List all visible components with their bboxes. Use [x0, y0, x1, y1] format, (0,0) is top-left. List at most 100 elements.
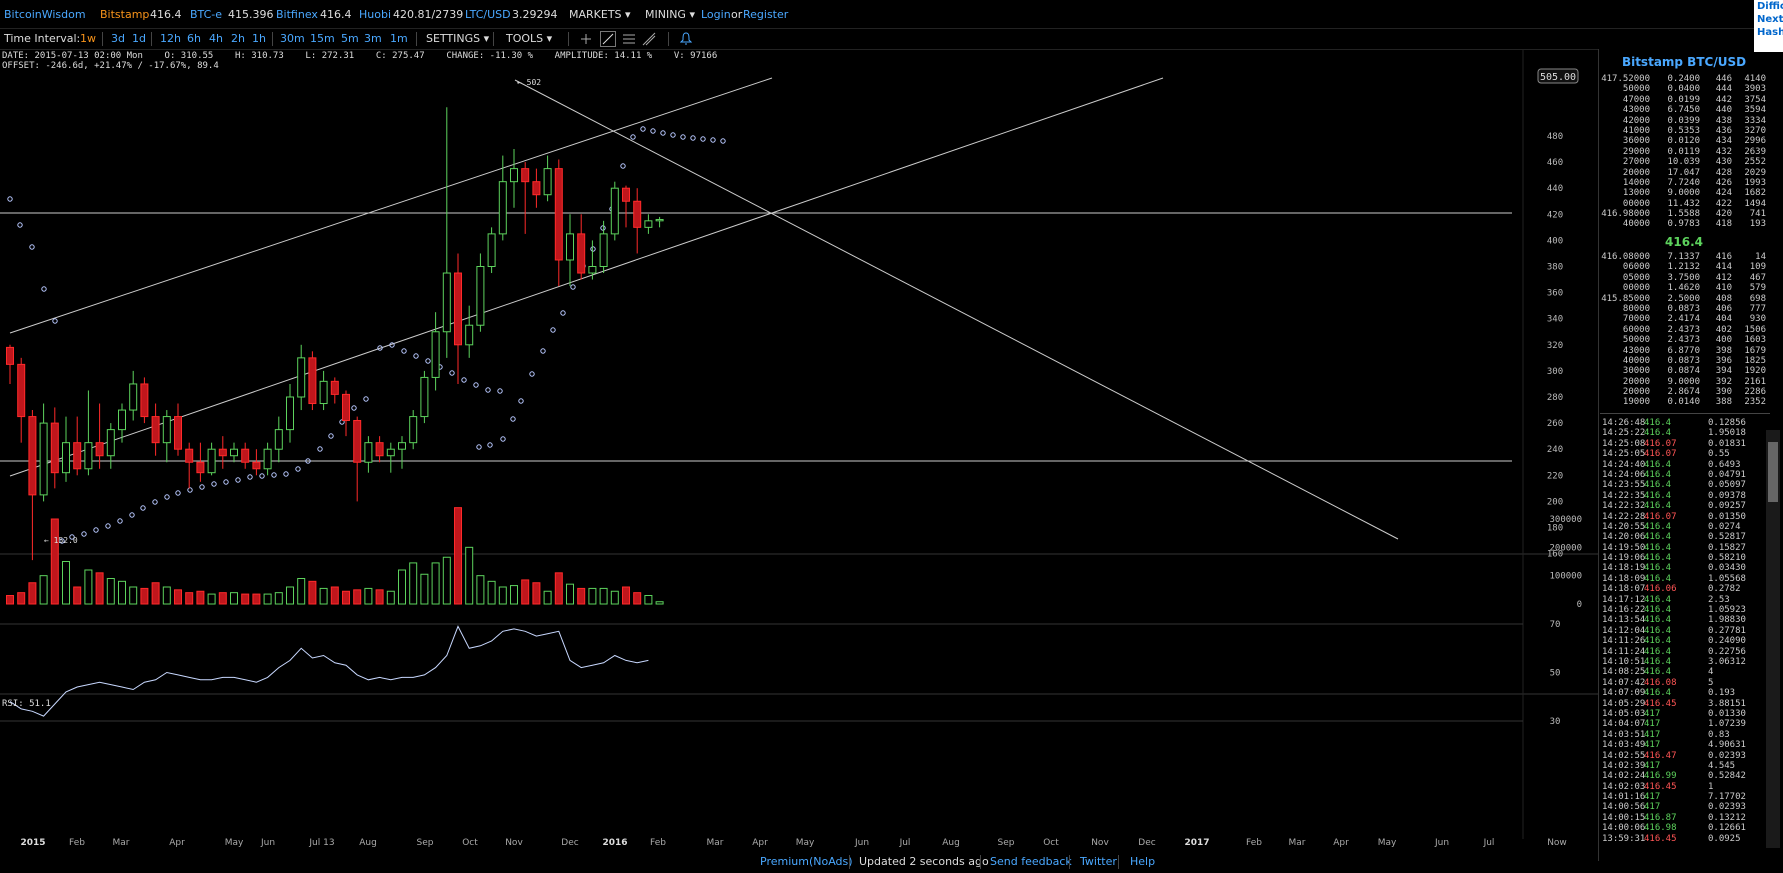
sar-dot [590, 246, 596, 252]
mining-menu[interactable]: MINING ▾ [645, 8, 695, 21]
volume-bar [252, 593, 261, 605]
bids-cell: 20000 [1622, 376, 1650, 387]
interval-2h[interactable]: 2h [231, 32, 245, 45]
settings-menu[interactable]: SETTINGS ▾ [426, 32, 490, 45]
trade-row: 14:02:39 417 4.545 [1602, 761, 1770, 771]
sar-dot [363, 396, 369, 402]
asks-cell: 00000 [1622, 198, 1650, 209]
feedback-link[interactable]: Send feedback [990, 855, 1072, 868]
trade-row: 14:23:55 416.4 0.05097 [1602, 480, 1770, 490]
trade-row: 14:03:51 417 0.83 [1602, 730, 1770, 740]
trade-row: 14:13:54 416.4 1.98830 [1602, 615, 1770, 625]
interval-5m[interactable]: 5m [341, 32, 359, 45]
candle-body [218, 448, 227, 457]
trade-row: 14:02:03 416.45 1 [1602, 782, 1770, 792]
asks-cell: 10.039 [1667, 157, 1700, 168]
alert-bell-icon[interactable] [680, 32, 692, 46]
bids-cell: 414 [1715, 262, 1732, 273]
volume-bar [420, 573, 429, 605]
register-link[interactable]: Register [743, 8, 789, 21]
ticker-name-ltcusd[interactable]: LTC/USD [465, 8, 511, 21]
trade-time: 14:08:25 [1602, 667, 1646, 678]
trade-price: 416.4 [1644, 501, 1672, 512]
ticker-name-huobi[interactable]: Huobi [359, 8, 392, 21]
login-link[interactable]: Login [701, 8, 731, 21]
interval-6h[interactable]: 6h [187, 32, 201, 45]
orderbook-title: Bitstamp BTC/USD [1621, 55, 1747, 69]
trade-amount: 0.6493 [1708, 459, 1741, 470]
trade-row: 14:22:28 416.07 0.01350 [1602, 512, 1770, 522]
trade-time: 14:18:19 [1602, 563, 1646, 574]
trades-scrollbar[interactable] [1766, 430, 1780, 848]
markets-menu[interactable]: MARKETS ▾ [569, 8, 631, 21]
interval-3m[interactable]: 3m [364, 32, 382, 45]
trade-price: 416.07 [1644, 449, 1677, 460]
bids-row: 30000 0.0874 394 1920 [1598, 366, 1770, 376]
horizontal-lines-icon[interactable] [622, 32, 636, 46]
candle-body [622, 187, 630, 202]
interval-1h[interactable]: 1h [252, 32, 266, 45]
bids-cell: 777 [1749, 303, 1766, 314]
twitter-link[interactable]: Twitter [1080, 855, 1117, 868]
volume-tick-label: 300000 [1549, 515, 1582, 525]
fib-tool-icon[interactable] [642, 32, 656, 46]
interval-1d[interactable]: 1d [132, 32, 146, 45]
trade-amount: 3.88151 [1708, 698, 1746, 709]
trade-time: 14:18:09 [1602, 573, 1646, 584]
footer: Premium(NoAds) Updated 2 seconds ago Sen… [0, 851, 1783, 873]
volume-bar [622, 586, 630, 605]
interval-1w[interactable]: 1w [80, 32, 96, 45]
sar-dot [690, 135, 696, 141]
trade-time: 14:05:29 [1602, 698, 1646, 709]
trade-row: 14:18:09 416.4 1.05568 [1602, 574, 1770, 584]
bids-cell: 404 [1715, 314, 1732, 325]
x-axis-label: Dec [1138, 838, 1155, 848]
asks-cell: 7.7240 [1667, 177, 1700, 188]
sar-dot [105, 523, 111, 529]
interval-30m[interactable]: 30m [280, 32, 305, 45]
trade-amount: 5 [1708, 677, 1714, 688]
price-chart[interactable]: 4804604404204003803603403203002802602402… [0, 49, 1598, 851]
sar-dot [485, 387, 491, 393]
premium-link[interactable]: Premium(NoAds) [760, 855, 853, 868]
bids-cell: 0.0873 [1667, 303, 1700, 314]
trade-row: 14:19:06 416.4 0.58210 [1602, 553, 1770, 563]
trade-price: 417 [1644, 792, 1661, 803]
x-axis-label: Sep [417, 838, 434, 848]
volume-bar [308, 580, 317, 605]
ticker-name-bitfinex[interactable]: Bitfinex [276, 8, 318, 21]
volume-bar [162, 586, 171, 605]
ticker-name-btce[interactable]: BTC-e [190, 8, 223, 21]
market-depth-panel [1598, 49, 1783, 861]
asks-cell: 1993 [1744, 177, 1766, 188]
interval-1m[interactable]: 1m [390, 32, 408, 45]
trade-time: 14:02:39 [1602, 760, 1646, 771]
x-axis-label: Oct [1043, 838, 1059, 848]
bids-cell: 3.7500 [1667, 272, 1700, 283]
help-link[interactable]: Help [1130, 855, 1156, 868]
interval-4h[interactable]: 4h [209, 32, 223, 45]
bids-cell: 06000 [1622, 262, 1650, 273]
ticker-name-bitstamp[interactable]: Bitstamp [100, 8, 150, 21]
sar-dot [570, 284, 576, 290]
candle-body [588, 266, 597, 274]
interval-3d[interactable]: 3d [111, 32, 125, 45]
trade-amount: 1.07239 [1708, 719, 1746, 730]
scrollbar-thumb[interactable] [1768, 442, 1778, 502]
sar-dot [529, 371, 535, 377]
trade-time: 14:24:06 [1602, 469, 1646, 480]
trendline-tool-icon[interactable] [600, 31, 616, 47]
tools-menu[interactable]: TOOLS ▾ [506, 32, 553, 45]
interval-15m[interactable]: 15m [310, 32, 335, 45]
interval-12h[interactable]: 12h [160, 32, 181, 45]
asks-row: 43000 6.7450 440 3594 [1598, 105, 1770, 115]
trade-row: 14:10:51 416.4 3.06312 [1602, 657, 1770, 667]
x-axis-label: Apr [169, 838, 185, 848]
brand-logo[interactable]: BitcoinWisdom [4, 8, 86, 21]
crosshair-icon[interactable] [580, 33, 592, 45]
trade-row: 14:25:05 416.07 0.55 [1602, 449, 1770, 459]
volume-bar [151, 582, 160, 605]
bids-cell: 2161 [1744, 376, 1766, 387]
x-axis-label: Jun [1434, 838, 1449, 848]
trade-row: 14:00:06 416.98 0.12661 [1602, 823, 1770, 833]
